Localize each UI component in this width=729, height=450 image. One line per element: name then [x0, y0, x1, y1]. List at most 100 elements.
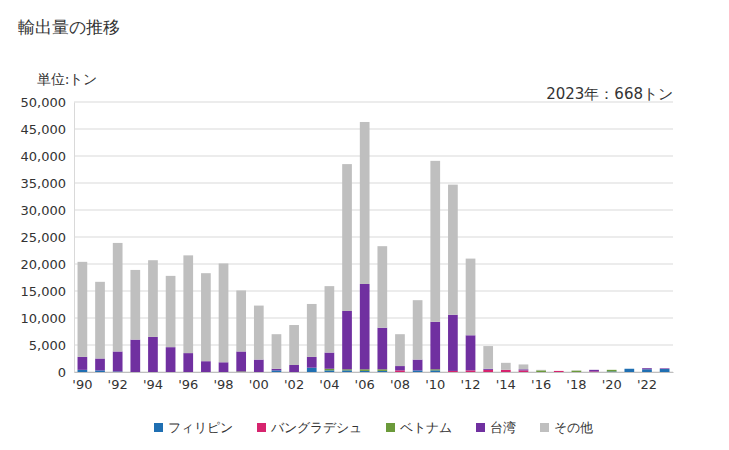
- bar: [572, 370, 582, 371]
- bar: [430, 370, 440, 372]
- x-tick: '08: [390, 372, 410, 392]
- bar: [342, 370, 352, 371]
- x-tick: '92: [108, 372, 128, 392]
- bar: [360, 371, 370, 372]
- bar: [624, 368, 634, 369]
- bar: [624, 368, 634, 369]
- annotation: 2023年：668トン: [546, 85, 673, 103]
- bar: [113, 351, 123, 371]
- bar: [536, 369, 546, 371]
- bar: [236, 372, 246, 373]
- bar: [519, 370, 529, 371]
- bar: [430, 370, 440, 371]
- legend-label: バングラデシュ: [270, 420, 362, 435]
- x-tick-label: '20: [602, 377, 622, 392]
- bar: [572, 371, 582, 372]
- bar: [113, 243, 123, 352]
- bar: [236, 290, 246, 351]
- y-tick-label: 20,000: [21, 257, 67, 272]
- grid-line: [74, 129, 673, 130]
- bar: [183, 255, 193, 353]
- bar: [360, 369, 370, 371]
- bar: [483, 369, 493, 370]
- x-tick-label: '10: [425, 377, 445, 392]
- bar: [572, 372, 582, 373]
- bar: [272, 370, 282, 372]
- grid-line: [74, 345, 673, 346]
- bar: [519, 369, 529, 370]
- bar: [660, 368, 670, 370]
- x-tick: '98: [213, 372, 233, 392]
- bar: [413, 360, 423, 371]
- bar: [413, 300, 423, 359]
- bar: [501, 370, 511, 372]
- y-tick: 25,000: [21, 230, 75, 245]
- bar: [554, 370, 564, 371]
- bar: [483, 369, 493, 370]
- bar: [430, 161, 440, 322]
- bar: [519, 370, 529, 372]
- bar: [624, 368, 634, 369]
- bar: [519, 364, 529, 369]
- legend-label: フィリピン: [168, 420, 233, 435]
- plot: 05,00010,00015,00020,00025,00030,00035,0…: [21, 95, 674, 393]
- bar: [272, 369, 282, 371]
- bar: [589, 370, 599, 372]
- x-tick: '94: [143, 372, 163, 392]
- bar: [377, 371, 387, 372]
- bar: [377, 328, 387, 370]
- bar: [660, 369, 670, 370]
- x-tick: '90: [72, 372, 92, 392]
- y-tick-label: 25,000: [21, 230, 67, 245]
- bar: [624, 368, 634, 369]
- legend-label: その他: [554, 420, 593, 435]
- x-axis: '90'92'94'96'98'00'02'04'06'08'10'12'14'…: [72, 372, 673, 392]
- legend-swatch: [540, 423, 549, 432]
- bar: [572, 370, 582, 371]
- legend-swatch: [386, 423, 395, 432]
- legend-swatch: [476, 423, 485, 432]
- x-tick-label: '22: [637, 377, 657, 392]
- x-tick-label: '96: [178, 377, 198, 392]
- bar: [95, 359, 105, 371]
- bar: [236, 372, 246, 373]
- series: [395, 370, 599, 372]
- bar: [377, 369, 387, 371]
- bar: [78, 262, 88, 357]
- y-label: 単位:トン: [37, 71, 98, 87]
- bar: [642, 368, 652, 369]
- grid: [74, 102, 673, 372]
- grid-line: [74, 237, 673, 238]
- bar: [148, 337, 158, 372]
- bar: [360, 284, 370, 369]
- x-tick: '18: [566, 372, 586, 392]
- bar: [342, 164, 352, 311]
- bar: [183, 353, 193, 372]
- bar: [166, 276, 176, 347]
- bar: [589, 369, 599, 370]
- x-tick: '16: [531, 372, 551, 392]
- bar: [342, 370, 352, 372]
- x-tick-label: '98: [213, 377, 233, 392]
- x-tick: '02: [284, 372, 304, 392]
- y-tick-label: 50,000: [21, 95, 67, 110]
- x-tick-label: '04: [319, 377, 339, 392]
- legend-item: フィリピン: [154, 420, 233, 435]
- x-tick-label: '18: [566, 377, 586, 392]
- bar: [554, 371, 564, 372]
- y-tick: 5,000: [29, 338, 74, 353]
- bar: [325, 369, 335, 371]
- bar: [430, 322, 440, 370]
- bar: [272, 334, 282, 369]
- y-tick: 40,000: [21, 149, 75, 164]
- x-axis-line: [75, 372, 674, 373]
- bar: [466, 259, 476, 336]
- bar: [483, 346, 493, 369]
- bar: [219, 263, 229, 362]
- bar: [430, 369, 440, 370]
- legend-label: ベトナム: [400, 420, 452, 435]
- y-tick-label: 15,000: [21, 284, 67, 299]
- bar: [395, 370, 405, 372]
- bar: [325, 286, 335, 352]
- title: 輸出量の推移: [18, 17, 120, 37]
